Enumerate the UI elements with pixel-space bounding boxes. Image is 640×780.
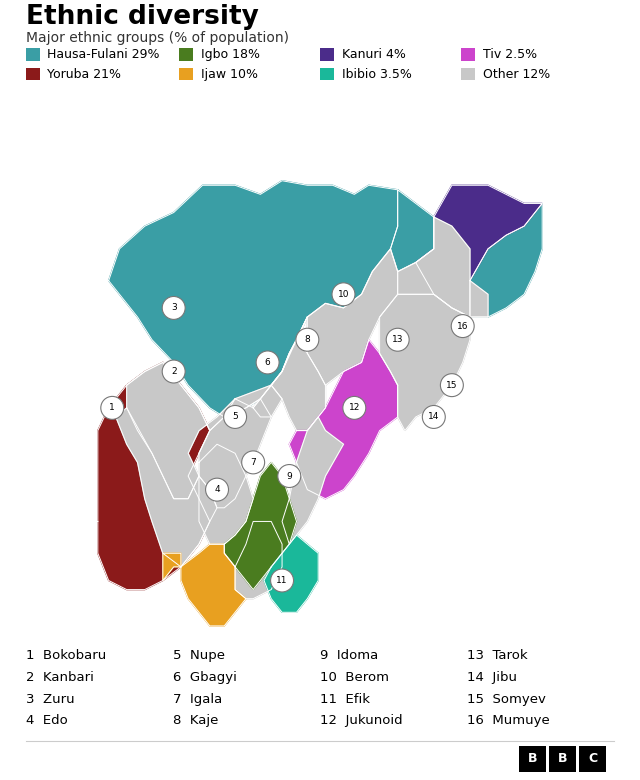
Text: 10: 10 bbox=[338, 290, 349, 299]
Text: 11: 11 bbox=[276, 576, 288, 585]
Polygon shape bbox=[199, 399, 271, 508]
Polygon shape bbox=[98, 363, 210, 590]
FancyBboxPatch shape bbox=[579, 746, 606, 772]
Text: Major ethnic groups (% of population): Major ethnic groups (% of population) bbox=[26, 31, 289, 45]
Circle shape bbox=[451, 314, 474, 338]
FancyBboxPatch shape bbox=[519, 746, 546, 772]
Polygon shape bbox=[470, 204, 542, 317]
Circle shape bbox=[256, 351, 279, 374]
Text: 15  Somyev: 15 Somyev bbox=[467, 693, 546, 706]
Circle shape bbox=[422, 406, 445, 428]
Polygon shape bbox=[127, 317, 307, 498]
Text: 15: 15 bbox=[446, 381, 458, 390]
Circle shape bbox=[440, 374, 463, 396]
Text: 13  Tarok: 13 Tarok bbox=[467, 649, 528, 662]
Text: Tiv 2.5%: Tiv 2.5% bbox=[483, 48, 537, 61]
Text: 7  Igala: 7 Igala bbox=[173, 693, 222, 706]
Text: 8: 8 bbox=[305, 335, 310, 344]
Polygon shape bbox=[397, 217, 488, 317]
Text: 8  Kaje: 8 Kaje bbox=[173, 714, 218, 728]
Polygon shape bbox=[163, 553, 181, 580]
Text: 2: 2 bbox=[171, 367, 177, 376]
Polygon shape bbox=[235, 522, 282, 599]
Text: 5: 5 bbox=[232, 413, 238, 421]
Text: B: B bbox=[528, 752, 538, 765]
Polygon shape bbox=[390, 190, 434, 271]
Text: Hausa-Fulani 29%: Hausa-Fulani 29% bbox=[47, 48, 160, 61]
Text: 9  Idoma: 9 Idoma bbox=[320, 649, 378, 662]
Circle shape bbox=[332, 283, 355, 306]
Text: 14: 14 bbox=[428, 413, 440, 421]
Text: Ethnic diversity: Ethnic diversity bbox=[26, 4, 259, 30]
Circle shape bbox=[296, 328, 319, 351]
Text: 6  Gbagyi: 6 Gbagyi bbox=[173, 671, 237, 684]
Text: 3  Zuru: 3 Zuru bbox=[26, 693, 74, 706]
Text: Other 12%: Other 12% bbox=[483, 68, 550, 80]
Circle shape bbox=[278, 465, 301, 488]
Polygon shape bbox=[109, 181, 397, 417]
Text: 2  Kanbari: 2 Kanbari bbox=[26, 671, 93, 684]
Text: B: B bbox=[558, 752, 568, 765]
Circle shape bbox=[223, 406, 246, 428]
Circle shape bbox=[162, 360, 185, 383]
Circle shape bbox=[242, 451, 264, 474]
Polygon shape bbox=[380, 294, 470, 431]
Text: 4: 4 bbox=[214, 485, 220, 495]
Text: 12  Jukunoid: 12 Jukunoid bbox=[320, 714, 403, 728]
Text: 14  Jibu: 14 Jibu bbox=[467, 671, 517, 684]
Polygon shape bbox=[289, 340, 397, 498]
Text: 9: 9 bbox=[287, 472, 292, 480]
Text: C: C bbox=[588, 752, 597, 765]
Text: 5  Nupe: 5 Nupe bbox=[173, 649, 225, 662]
Text: 4  Edo: 4 Edo bbox=[26, 714, 67, 728]
Text: Ijaw 10%: Ijaw 10% bbox=[201, 68, 258, 80]
Polygon shape bbox=[416, 186, 542, 317]
Circle shape bbox=[343, 396, 366, 420]
Circle shape bbox=[162, 296, 185, 319]
Text: 1  Bokobaru: 1 Bokobaru bbox=[26, 649, 106, 662]
Polygon shape bbox=[199, 445, 253, 544]
Text: 16: 16 bbox=[457, 321, 468, 331]
Polygon shape bbox=[282, 417, 344, 544]
Polygon shape bbox=[224, 463, 296, 590]
Polygon shape bbox=[116, 408, 217, 567]
Text: 6: 6 bbox=[265, 358, 271, 367]
Text: 16  Mumuye: 16 Mumuye bbox=[467, 714, 550, 728]
Text: 7: 7 bbox=[250, 458, 256, 467]
Circle shape bbox=[386, 328, 409, 351]
Text: Yoruba 21%: Yoruba 21% bbox=[47, 68, 122, 80]
Text: 3: 3 bbox=[171, 303, 177, 313]
Text: Kanuri 4%: Kanuri 4% bbox=[342, 48, 406, 61]
Polygon shape bbox=[264, 535, 318, 612]
Text: 10  Berom: 10 Berom bbox=[320, 671, 389, 684]
Text: Igbo 18%: Igbo 18% bbox=[201, 48, 260, 61]
FancyBboxPatch shape bbox=[549, 746, 576, 772]
Text: 11  Efik: 11 Efik bbox=[320, 693, 370, 706]
Text: Ibibio 3.5%: Ibibio 3.5% bbox=[342, 68, 412, 80]
Text: 13: 13 bbox=[392, 335, 403, 344]
Polygon shape bbox=[271, 340, 325, 431]
Circle shape bbox=[100, 396, 124, 420]
Text: 12: 12 bbox=[349, 403, 360, 413]
Circle shape bbox=[271, 569, 294, 592]
Circle shape bbox=[205, 478, 228, 501]
Polygon shape bbox=[253, 385, 282, 417]
Polygon shape bbox=[307, 249, 397, 385]
Text: 1: 1 bbox=[109, 403, 115, 413]
Polygon shape bbox=[181, 544, 246, 626]
